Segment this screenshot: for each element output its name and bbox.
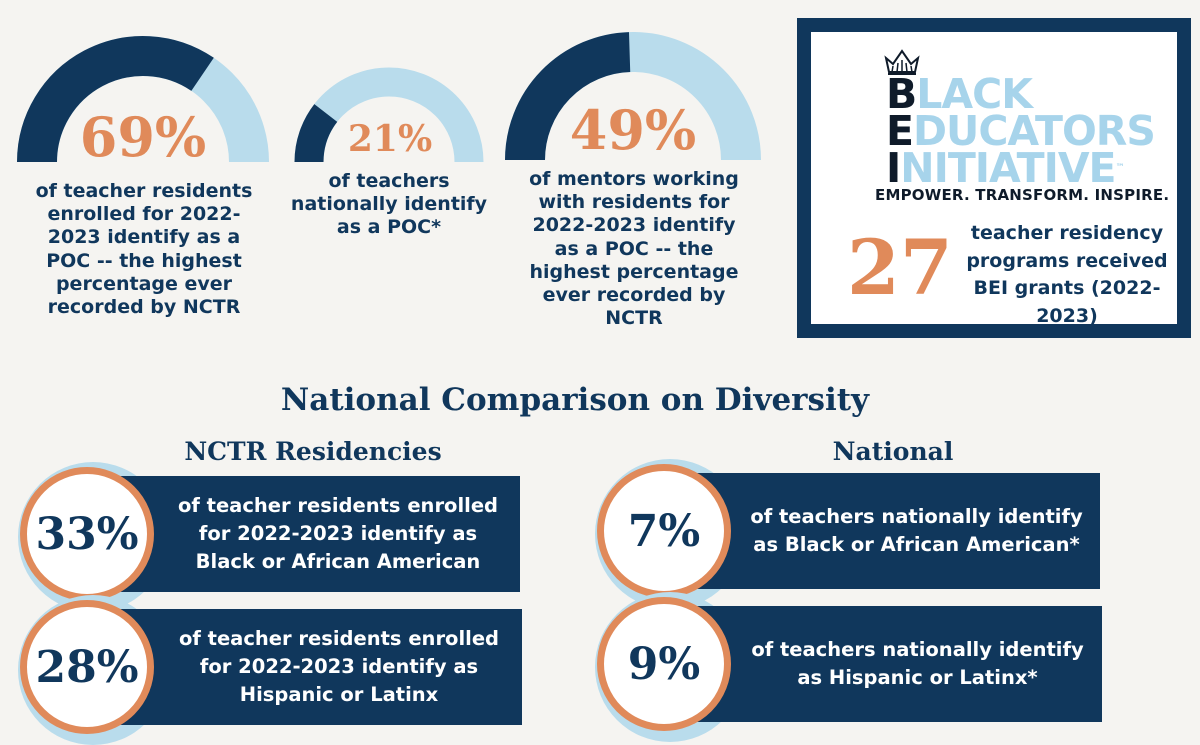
bei-letter-e: E <box>886 107 914 155</box>
national-heading: National <box>832 437 954 466</box>
gauge-arc-poc-teachers <box>294 67 484 163</box>
gauge-percent: 49% <box>569 98 697 162</box>
stat-card-national-hispanic: 9% of teachers nationally identify as Hi… <box>595 592 1102 742</box>
stat-percent: 7% <box>597 464 731 598</box>
bei-tagline: EMPOWER. TRANSFORM. INSPIRE. <box>875 186 1170 204</box>
bei-letter-i: I <box>886 144 901 192</box>
bei-letter-b: B <box>886 70 917 118</box>
gauge-description: of teachers nationally identify as a POC… <box>290 170 488 239</box>
gauge-arc-poc-mentors <box>505 32 761 161</box>
stat-bar <box>667 473 1100 589</box>
bei-word-initiative: NITIATIVE <box>900 144 1116 192</box>
stat-card-nctr-black: 33% of teacher residents enrolled for 20… <box>18 462 520 612</box>
crown-icon <box>884 49 920 75</box>
stat-description: of teacher residents enrolled for 2022-2… <box>177 493 499 574</box>
gauge-description: of teacher residents enrolled for 2022-2… <box>35 180 253 318</box>
section-title: National Comparison on Diversity <box>280 382 870 418</box>
bei-grant-count: 27 <box>847 223 953 312</box>
stat-description: of teachers nationally identify as Black… <box>750 504 1083 556</box>
gauge-fill <box>294 104 338 163</box>
stat-card-nctr-hispanic: 28% of teacher residents enrolled for 20… <box>18 595 522 745</box>
bei-grant-description: teacher residency programs received BEI … <box>966 222 1168 327</box>
gauge-fill <box>505 32 631 161</box>
gauge-arc-poc-residents <box>17 36 269 163</box>
stat-description: of teachers nationally identify as Hispa… <box>751 637 1084 689</box>
stat-percent: 33% <box>20 467 154 601</box>
stat-percent: 9% <box>597 597 731 731</box>
stat-card-national-black: 7% of teachers nationally identify as Bl… <box>595 459 1100 609</box>
trademark-mark: ™ <box>1115 163 1125 173</box>
gauge-percent: 69% <box>79 105 207 169</box>
gauge-description: of mentors working with residents for 20… <box>529 168 739 330</box>
stat-bar <box>667 606 1102 722</box>
bei-word-black: LACK <box>916 70 1033 118</box>
gauge-fill <box>17 36 214 163</box>
stat-bar <box>90 476 520 592</box>
nctr-heading: NCTR Residencies <box>184 437 442 466</box>
gauge-percent: 21% <box>347 118 433 160</box>
bei-word-educators: DUCATORS <box>913 107 1156 155</box>
stat-bar <box>90 609 522 725</box>
bei-panel: BLACK EDUCATORS INITIATIVE™ EMPOWER. TRA… <box>797 18 1191 338</box>
stat-percent: 28% <box>20 600 154 734</box>
stat-description: of teacher residents enrolled for 2022-2… <box>178 626 500 707</box>
